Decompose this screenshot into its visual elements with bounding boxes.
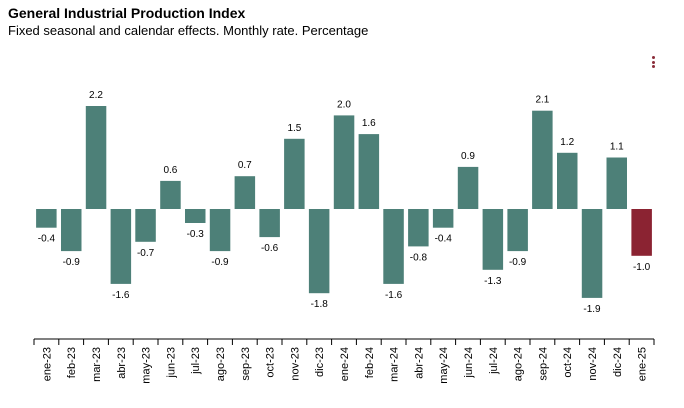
tick-label-jun-23: jun-23 [165, 347, 177, 379]
tick-label-jul-23: jul-23 [190, 347, 202, 375]
data-label-jul-24: -1.3 [484, 276, 502, 287]
tick-label-ago-23: ago-23 [215, 347, 227, 381]
data-label-abr-24: -0.8 [410, 252, 428, 263]
data-label-jun-23: 0.6 [163, 165, 177, 176]
tick-label-may-23: may-23 [141, 347, 153, 384]
bar-feb-23 [61, 209, 82, 252]
data-label-oct-24: 1.2 [560, 137, 574, 148]
bar-nov-23 [284, 138, 305, 209]
chart-title: General Industrial Production Index [8, 5, 246, 21]
data-label-ene-25: -1.0 [633, 262, 651, 273]
bar-may-24 [432, 209, 454, 228]
tick-label-jun-24: jun-24 [463, 347, 475, 379]
tick-label-ene-24: ene-24 [339, 347, 351, 381]
chart-subtitle: Fixed seasonal and calendar effects. Mon… [8, 23, 369, 38]
bar-ene-24 [333, 115, 355, 209]
bar-mar-23 [85, 106, 107, 209]
tick-label-abr-23: abr-23 [116, 347, 128, 379]
tick-label-ene-25: ene-25 [637, 347, 649, 381]
bar-dic-23 [308, 209, 330, 294]
bar-jul-24 [482, 209, 504, 270]
vertical-dots-menu-icon[interactable] [648, 56, 658, 72]
data-label-abr-23: -1.6 [112, 290, 130, 301]
bar-oct-24 [557, 152, 578, 209]
tick-label-jul-24: jul-24 [488, 347, 500, 375]
tick-label-nov-24: nov-24 [587, 347, 599, 381]
tick-label-feb-24: feb-24 [364, 347, 376, 378]
bar-jul-23 [185, 209, 206, 223]
tick-label-sep-23: sep-23 [240, 347, 252, 381]
data-label-oct-23: -0.6 [261, 243, 279, 254]
tick-label-oct-24: oct-24 [562, 347, 574, 378]
data-label-feb-24: 1.6 [362, 118, 376, 129]
data-label-sep-24: 2.1 [535, 95, 549, 106]
data-label-jun-24: 0.9 [461, 151, 475, 162]
data-label-jul-23: -0.3 [187, 229, 205, 240]
tick-label-ene-23: ene-23 [41, 347, 53, 381]
bar-abr-23 [110, 209, 132, 284]
data-label-feb-23: -0.9 [63, 257, 81, 268]
bar-may-23 [135, 209, 156, 242]
bar-ago-23 [209, 209, 231, 252]
tick-label-feb-23: feb-23 [66, 347, 78, 378]
bar-abr-24 [408, 209, 429, 247]
bar-jun-24 [457, 166, 479, 209]
bar-mar-24 [383, 209, 404, 284]
tick-label-mar-23: mar-23 [91, 347, 103, 382]
tick-label-dic-24: dic-24 [612, 347, 624, 377]
bar-ene-25 [631, 209, 652, 256]
tick-label-oct-23: oct-23 [265, 347, 277, 378]
tick-label-ago-24: ago-24 [513, 347, 525, 381]
bar-sep-23 [234, 176, 256, 209]
bar-oct-23 [259, 209, 280, 238]
data-label-ago-24: -0.9 [509, 257, 527, 268]
tick-label-abr-24: abr-24 [413, 347, 425, 379]
data-label-dic-23: -1.8 [311, 299, 329, 310]
tick-label-mar-24: mar-24 [389, 347, 401, 382]
data-label-nov-23: 1.5 [287, 123, 301, 134]
data-label-may-24: -0.4 [435, 234, 453, 245]
tick-label-nov-23: nov-23 [289, 347, 301, 381]
data-label-sep-23: 0.7 [238, 160, 252, 171]
data-label-may-23: -0.7 [137, 248, 155, 259]
data-label-mar-24: -1.6 [385, 290, 403, 301]
data-label-dic-24: 1.1 [610, 142, 624, 153]
data-label-ene-24: 2.0 [337, 99, 351, 110]
bar-dic-24 [606, 157, 627, 209]
bar-nov-24 [581, 209, 603, 298]
tick-label-dic-23: dic-23 [314, 347, 326, 377]
bar-feb-24 [358, 134, 380, 209]
data-label-mar-23: 2.2 [89, 90, 103, 101]
data-label-ago-23: -0.9 [211, 257, 229, 268]
tick-label-sep-24: sep-24 [537, 347, 549, 381]
tick-label-may-24: may-24 [438, 347, 450, 384]
data-label-ene-23: -0.4 [38, 234, 56, 245]
bar-ago-24 [507, 209, 528, 252]
data-label-nov-24: -1.9 [583, 304, 601, 315]
bar-sep-24 [532, 110, 553, 209]
bar-ene-23 [36, 209, 57, 228]
bar-jun-23 [160, 180, 181, 209]
